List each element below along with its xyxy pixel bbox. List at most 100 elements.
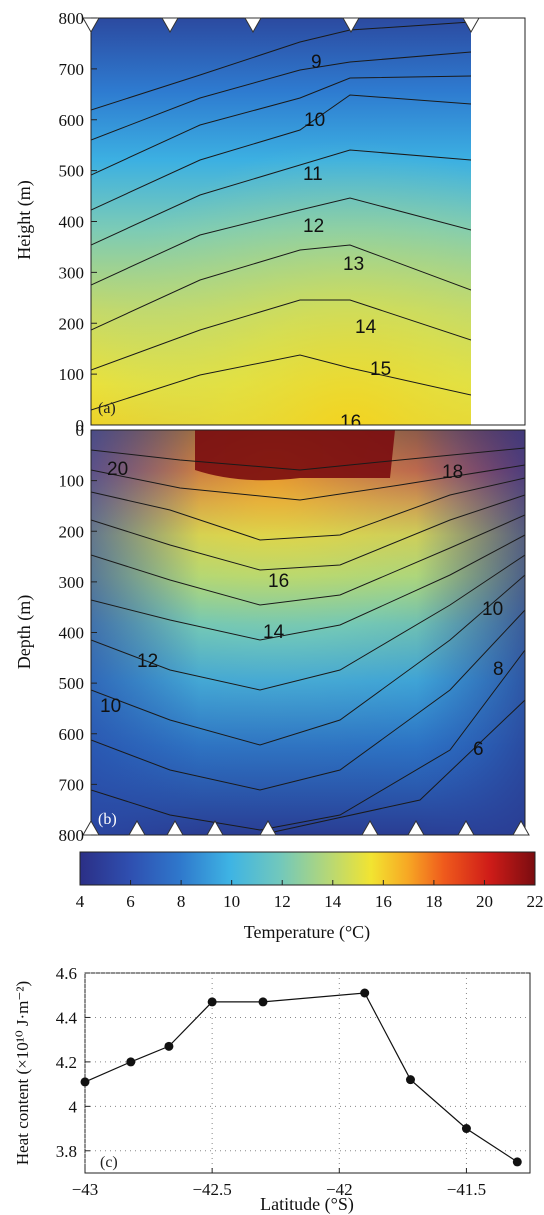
panel-a: 9 10 11 12 13 14 15 16 (a) 0 100 200 300 400… [14,9,526,435]
y-tick-label: 100 [59,365,85,384]
contour-label: 20 [107,459,128,480]
contour-label: 9 [311,52,322,73]
colorbar-tick-label: 8 [177,892,186,911]
panel-a-y-ticks: 0 100 200 300 400 500 600 700 800 [59,9,97,435]
contour-label: 14 [355,317,377,338]
data-point [360,988,370,998]
colorbar-tick-label: 20 [476,892,493,911]
y-tick-label: 400 [59,624,85,643]
y-tick-label: 700 [59,775,85,794]
station-marker [161,17,179,34]
panel-a-ylabel: Height (m) [14,180,35,259]
colorbar-ramp [79,851,536,886]
y-tick-label: 800 [59,826,85,845]
y-tick-label: 200 [59,314,85,333]
data-point [512,1157,522,1167]
station-marker [342,17,360,34]
station-marker [407,819,425,836]
data-point [80,1077,90,1087]
contour-label: 18 [442,462,463,483]
colorbar-tick-label: 10 [223,892,240,911]
colorbar-tick-label: 4 [76,892,85,911]
station-marker [259,819,277,836]
colorbar-tick-label: 14 [324,892,342,911]
contour-label: 11 [303,164,323,185]
contour-label: 12 [137,651,158,672]
panel-b-y-ticks: 0 100 200 300 400 500 600 700 800 [59,421,97,845]
y-tick-label: 600 [59,111,85,130]
data-point [126,1057,136,1067]
y-tick-label: 500 [59,162,85,181]
colorbar: 4 6 8 10 12 14 16 18 20 22 Temperature (°C) [76,851,544,943]
panel-b: 20 18 16 14 12 10 10 8 6 (b) 0 100 200 300 4… [14,421,530,845]
contour-label: 6 [473,739,484,760]
panel-c-ylabel: Heat content (×10¹⁰ J·m⁻²) [13,981,32,1165]
contour-label: 10 [304,110,325,131]
station-marker [206,819,224,836]
contour-label: 15 [370,359,391,380]
panel-c: −43 −42.5 −42 −41.5 3.8 4 4.2 4.4 4.6 (c) Latitu… [13,964,531,1215]
heat-content-points [80,988,522,1167]
data-point [164,1041,174,1051]
y-tick-label: 4.2 [56,1053,77,1072]
panel-c-ticks: −43 −42.5 −42 −41.5 3.8 4 4.2 4.4 4.6 [56,964,486,1199]
y-tick-label: 300 [59,263,85,282]
y-tick-label: 500 [59,674,85,693]
panel-a-tag: (a) [98,400,116,417]
station-marker [166,819,184,836]
panel-c-frame [84,972,531,1174]
colorbar-label: Temperature (°C) [244,922,370,943]
data-point [258,997,268,1007]
station-marker [244,17,262,34]
station-marker [462,17,480,34]
y-tick-label: 4 [69,1097,78,1116]
colorbar-tick-label: 18 [425,892,442,911]
contour-label: 10 [100,696,121,717]
x-tick-label: −42 [326,1180,353,1199]
panel-c-grid [84,972,530,1173]
colorbar-tick-label: 16 [375,892,392,911]
data-point [207,997,217,1007]
contour-label: 13 [343,254,364,275]
y-tick-label: 4.4 [56,1008,78,1027]
contour-label: 8 [493,659,504,680]
contour-label: 14 [263,622,285,643]
colorbar-tick-label: 12 [274,892,291,911]
x-tick-label: −43 [72,1180,99,1199]
contour-label: 16 [268,571,289,592]
y-tick-label: 700 [59,60,85,79]
contour-label: 12 [303,216,324,237]
y-tick-label: 3.8 [56,1142,77,1161]
panel-b-ylabel: Depth (m) [14,595,35,669]
panel-a-station-markers [82,17,480,34]
y-tick-label: 400 [59,213,85,232]
y-tick-label: 300 [59,573,85,592]
contour-label: 16 [340,412,361,433]
y-tick-label: 200 [59,522,85,541]
contour-label: 10 [482,599,503,620]
panel-b-contour-labels: 20 18 16 14 12 10 10 8 6 [100,459,504,760]
colorbar-tick-label: 22 [527,892,544,911]
y-tick-label: 0 [76,421,85,440]
y-tick-label: 600 [59,725,85,744]
y-tick-label: 0 [76,416,85,435]
panel-c-xlabel: Latitude (°S) [260,1194,354,1215]
panel-b-tag: (b) [98,811,117,828]
data-point [461,1124,471,1134]
panel-c-tag: (c) [100,1154,118,1171]
station-marker [128,819,146,836]
station-marker [457,819,475,836]
panel-b-station-markers [82,819,530,836]
y-tick-label: 4.6 [56,964,77,983]
panel-a-contours [91,21,471,411]
panel-b-contours [91,447,525,835]
x-tick-label: −42.5 [192,1180,231,1199]
panel-a-contour-labels: 9 10 11 12 13 14 15 16 [303,52,391,433]
y-tick-label: 800 [59,9,85,28]
colorbar-ticks: 4 6 8 10 12 14 16 18 20 22 [76,880,544,911]
station-marker [361,819,379,836]
data-point [405,1075,415,1085]
x-tick-label: −41.5 [447,1180,486,1199]
station-marker [512,819,530,836]
